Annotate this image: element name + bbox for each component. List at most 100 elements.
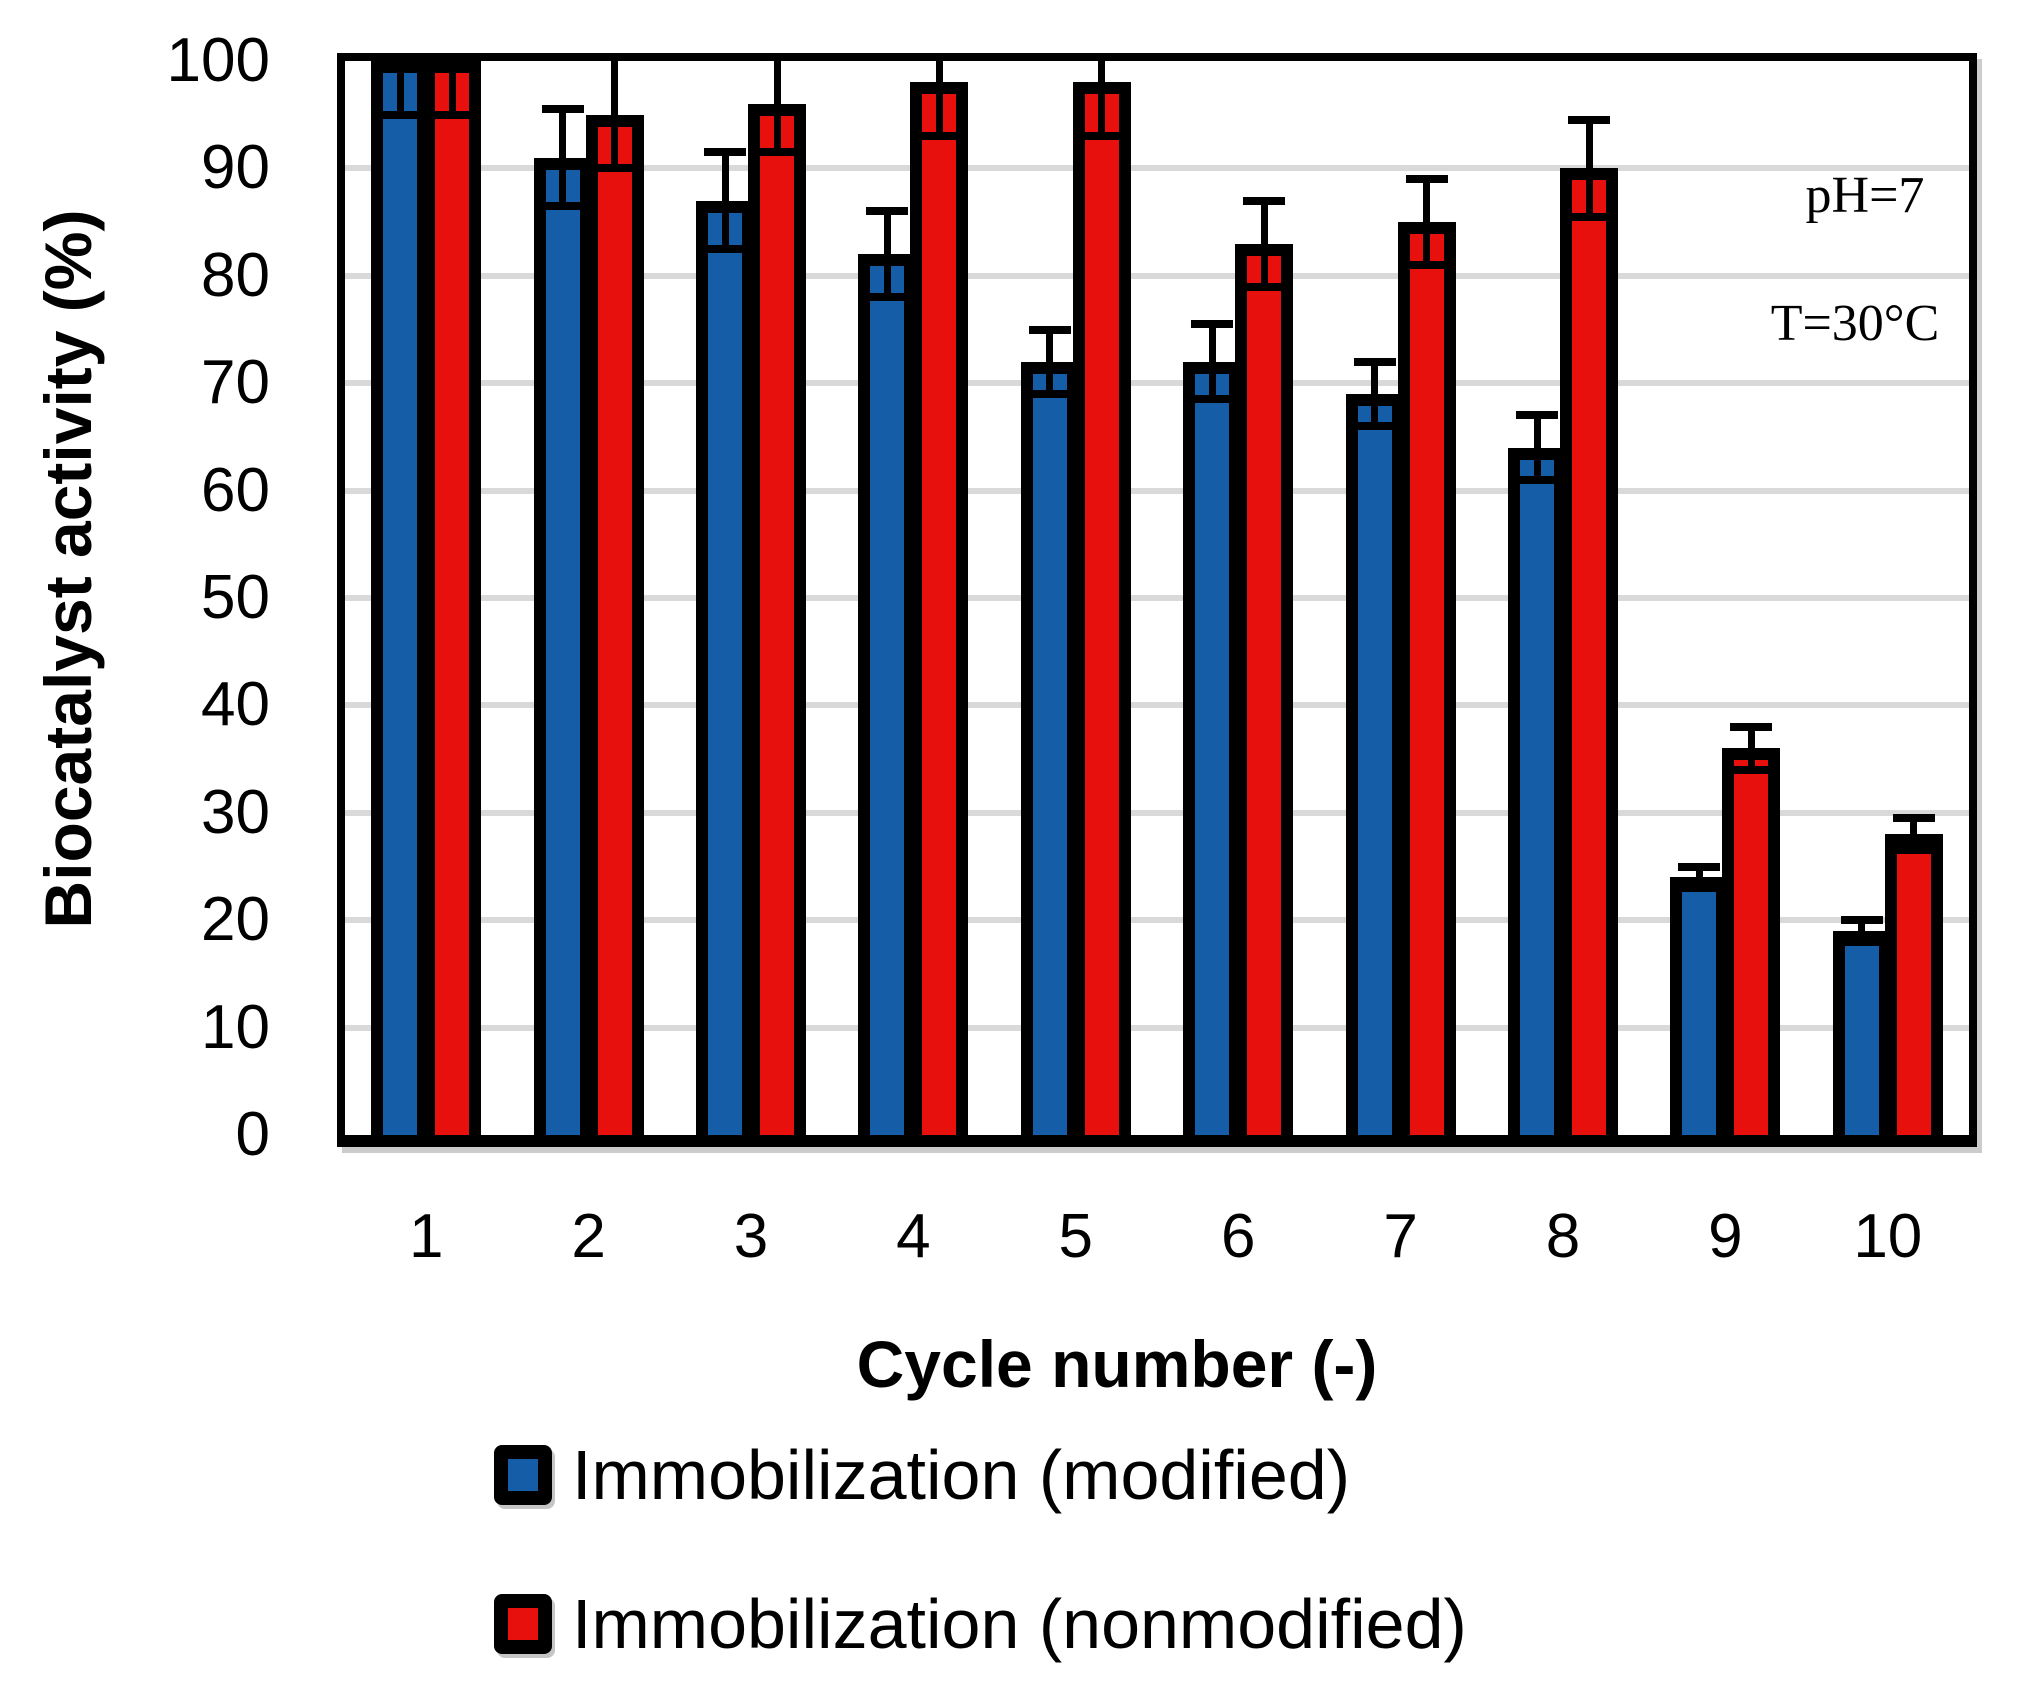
bar-modified-cycle-6 (1183, 361, 1242, 1135)
error-bar-modified-cycle-10 (1858, 920, 1866, 942)
bar-fill-modified-cycle-9 (1682, 889, 1717, 1135)
bar-fill-modified-cycle-3 (708, 212, 742, 1135)
bar-fill-nonmodified-cycle-6 (1247, 255, 1282, 1135)
error-cap-top-modified-cycle-8 (1516, 411, 1558, 420)
error-bar-nonmodified-cycle-6 (1260, 200, 1268, 287)
error-bar-nonmodified-cycle-8 (1585, 120, 1593, 217)
bar-nonmodified-cycle-5 (1072, 82, 1131, 1135)
bar-modified-cycle-5 (1020, 361, 1079, 1135)
error-cap-bottom-modified-cycle-9 (1678, 883, 1721, 892)
error-cap-bottom-nonmodified-cycle-6 (1243, 282, 1286, 291)
bar-nonmodified-cycle-7 (1397, 222, 1456, 1135)
bar-modified-cycle-4 (858, 254, 917, 1135)
error-bar-nonmodified-cycle-2 (611, 61, 619, 169)
legend-swatch-modified-icon (494, 1445, 552, 1505)
error-bar-modified-cycle-8 (1533, 415, 1541, 480)
y-tick-label-40: 40 (201, 670, 270, 740)
legend-swatch-nonmodified-fill (508, 1608, 538, 1640)
error-cap-top-modified-cycle-6 (1191, 320, 1234, 329)
gridline-90 (345, 165, 1969, 172)
error-cap-bottom-modified-cycle-5 (1028, 389, 1071, 398)
annotation-temperature: T=30°C (1770, 295, 1940, 352)
error-cap-bottom-nonmodified-cycle-2 (593, 164, 636, 173)
error-cap-top-modified-cycle-9 (1678, 862, 1721, 871)
error-cap-bottom-nonmodified-cycle-3 (756, 148, 798, 157)
y-tick-label-50: 50 (201, 563, 270, 632)
x-tick-label-5: 5 (1058, 1202, 1094, 1271)
error-bar-nonmodified-cycle-7 (1423, 179, 1431, 266)
error-bar-nonmodified-cycle-5 (1098, 61, 1106, 137)
bar-nonmodified-cycle-4 (910, 82, 969, 1135)
error-cap-bottom-modified-cycle-2 (541, 201, 584, 210)
x-tick-label-2: 2 (571, 1202, 606, 1271)
error-cap-top-nonmodified-cycle-8 (1568, 116, 1610, 125)
gridline-30 (345, 809, 1969, 816)
gridline-50 (345, 595, 1969, 601)
error-bar-modified-cycle-3 (721, 152, 729, 249)
bar-fill-nonmodified-cycle-7 (1409, 234, 1444, 1135)
x-tick-label-3: 3 (733, 1202, 769, 1271)
error-cap-bottom-modified-cycle-4 (866, 293, 909, 302)
bar-nonmodified-cycle-9 (1722, 748, 1781, 1135)
bar-fill-nonmodified-cycle-3 (760, 115, 794, 1135)
bar-nonmodified-cycle-2 (585, 114, 644, 1135)
error-bar-modified-cycle-2 (559, 109, 567, 206)
error-bar-nonmodified-cycle-4 (935, 61, 943, 137)
legend-label-modified: Immobilization (modified) (572, 1436, 1351, 1514)
error-cap-bottom-nonmodified-cycle-5 (1080, 132, 1123, 141)
annotation-ph: pH=7 (1805, 167, 1925, 224)
error-cap-top-modified-cycle-7 (1353, 357, 1396, 366)
error-bar-modified-cycle-9 (1695, 866, 1703, 888)
x-axis-title: Cycle number (-) (856, 1327, 1378, 1401)
bar-nonmodified-cycle-1 (423, 61, 482, 1135)
y-tick-label-80: 80 (201, 240, 270, 310)
legend-item-nonmodified: Immobilization (nonmodified) (494, 1585, 1467, 1663)
error-cap-bottom-modified-cycle-8 (1516, 475, 1558, 484)
error-bar-modified-cycle-4 (883, 211, 891, 298)
y-tick-label-60: 60 (201, 455, 270, 525)
bar-fill-nonmodified-cycle-1 (435, 73, 470, 1135)
bar-fill-modified-cycle-4 (870, 266, 905, 1135)
y-tick-label-10: 10 (201, 992, 270, 1062)
x-tick-label-4: 4 (896, 1202, 931, 1271)
y-tick-label-30: 30 (201, 777, 270, 847)
error-cap-bottom-modified-cycle-7 (1353, 422, 1396, 431)
legend-swatch-nonmodified-icon (494, 1594, 552, 1654)
gridline-60 (345, 487, 1969, 494)
y-tick-label-100: 100 (166, 26, 270, 95)
bar-fill-nonmodified-cycle-9 (1734, 760, 1769, 1135)
bar-fill-nonmodified-cycle-8 (1572, 180, 1606, 1135)
error-cap-top-nonmodified-cycle-6 (1243, 196, 1286, 205)
bar-modified-cycle-10 (1832, 930, 1891, 1135)
bar-modified-cycle-8 (1508, 447, 1566, 1135)
error-cap-bottom-nonmodified-cycle-7 (1405, 261, 1448, 270)
y-tick-label-0: 0 (235, 1100, 270, 1169)
error-cap-bottom-nonmodified-cycle-4 (918, 132, 961, 141)
error-bar-nonmodified-cycle-1 (448, 61, 456, 115)
error-cap-bottom-modified-cycle-10 (1840, 937, 1883, 946)
error-bar-nonmodified-cycle-9 (1747, 726, 1755, 770)
x-tick-label-8: 8 (1545, 1202, 1581, 1271)
error-cap-top-nonmodified-cycle-10 (1892, 814, 1935, 823)
x-tick-label-9: 9 (1708, 1202, 1743, 1271)
legend-label-nonmodified: Immobilization (nonmodified) (572, 1585, 1467, 1663)
legend-swatch-modified-fill (508, 1459, 538, 1491)
x-tick-label-6: 6 (1220, 1202, 1256, 1271)
error-cap-top-modified-cycle-2 (541, 105, 584, 114)
error-cap-bottom-modified-cycle-1 (379, 110, 422, 119)
error-cap-top-modified-cycle-3 (704, 148, 746, 157)
error-cap-bottom-nonmodified-cycle-9 (1730, 765, 1773, 774)
bar-fill-modified-cycle-10 (1844, 942, 1879, 1135)
error-cap-top-modified-cycle-5 (1028, 325, 1071, 334)
x-tick-label-10: 10 (1853, 1202, 1923, 1271)
bar-modified-cycle-2 (533, 157, 592, 1135)
error-cap-bottom-nonmodified-cycle-8 (1568, 212, 1610, 221)
y-tick-label-20: 20 (201, 885, 270, 955)
error-bar-nonmodified-cycle-10 (1910, 818, 1918, 851)
bar-fill-modified-cycle-1 (383, 73, 418, 1135)
bar-modified-cycle-7 (1345, 393, 1404, 1135)
error-cap-top-modified-cycle-10 (1840, 916, 1883, 925)
bar-fill-nonmodified-cycle-2 (597, 126, 632, 1135)
error-bar-modified-cycle-5 (1046, 329, 1054, 394)
